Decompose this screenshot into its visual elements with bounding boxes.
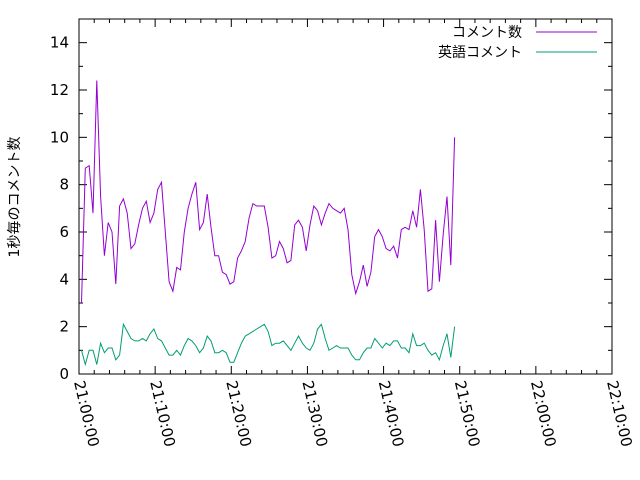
y-tick-label: 2 [59, 318, 69, 336]
x-tick-label: 21:00:00 [70, 379, 103, 449]
plot-frame [78, 18, 613, 375]
y-tick-label: 14 [50, 34, 69, 52]
x-axis: 21:00:00 21:10:00 21:20:00 21:30:00 21:40:00… [70, 19, 636, 449]
y-tick-label: 8 [59, 176, 69, 194]
legend-label-2: 英語コメント [438, 44, 522, 61]
x-tick-label: 21:50:00 [451, 379, 484, 449]
x-tick-label: 21:20:00 [222, 379, 255, 449]
x-tick-label: 21:30:00 [299, 379, 332, 449]
y-tick-label: 12 [50, 81, 69, 99]
legend-label-1: コメント数 [452, 25, 522, 41]
x-tick-label: 21:40:00 [375, 379, 408, 449]
series-line-1 [81, 80, 456, 304]
y-tick-label: 6 [59, 223, 69, 241]
series-line-2 [81, 322, 456, 367]
x-tick-label: 22:10:00 [603, 379, 636, 449]
x-tick-label: 21:10:00 [146, 379, 179, 449]
y-tick-label: 10 [50, 128, 69, 146]
y-axis: 0 2 4 6 8 10 12 14 [50, 34, 612, 383]
plot-border [78, 18, 613, 375]
y-tick-label: 4 [59, 270, 69, 288]
y-axis-label: 1秒毎のコメント数 [7, 137, 23, 258]
x-tick-label: 22:00:00 [527, 379, 560, 449]
series-layer [81, 80, 456, 367]
y-tick-label: 0 [59, 365, 69, 383]
